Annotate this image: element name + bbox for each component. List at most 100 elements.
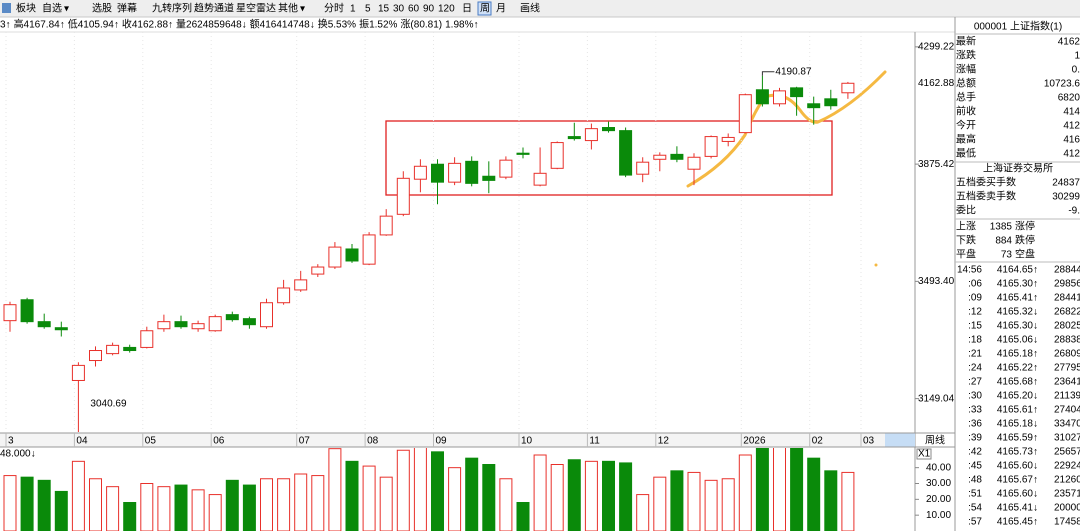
toolbar-item[interactable]: 星空雷达 xyxy=(236,2,276,15)
toolbar-item[interactable]: 九转序列 xyxy=(152,2,192,15)
trade-volume: 23571 xyxy=(1054,489,1080,500)
candle-body xyxy=(89,350,102,362)
trade-volume: 21260 xyxy=(1054,475,1080,486)
candle-body xyxy=(311,266,325,275)
toolbar-item[interactable]: 弹幕 xyxy=(117,2,137,15)
trade-volume: 33470 xyxy=(1054,419,1080,430)
info-item: 换5.53% xyxy=(318,18,356,31)
annotation-box xyxy=(385,120,833,196)
candle-body xyxy=(773,90,786,105)
toolbar-item[interactable]: 其他 xyxy=(278,2,298,15)
candle-body xyxy=(328,246,342,268)
volume-bar xyxy=(602,460,615,531)
candle-body xyxy=(3,304,17,322)
info-item: 振1.52% xyxy=(359,18,397,31)
toolbar-item[interactable]: 周 xyxy=(480,3,490,15)
candle-body xyxy=(482,175,496,181)
toolbar-item[interactable]: 板块 xyxy=(16,2,36,15)
toolbar-item[interactable]: 画线 xyxy=(520,2,540,15)
toolbar-item[interactable]: 分时 xyxy=(324,3,344,15)
trade-price: 4165.41↓ xyxy=(997,503,1038,514)
volume-bar xyxy=(431,451,444,531)
x-tick-label: 3 xyxy=(8,436,14,447)
volume-bar xyxy=(773,448,786,531)
toolbar-item[interactable]: 15 xyxy=(378,4,390,15)
drawn-dot xyxy=(874,263,878,267)
breadth-label: 平盘 xyxy=(956,248,976,261)
x-tick-label: 07 xyxy=(299,436,311,447)
candle-body xyxy=(362,234,376,265)
x-tick-label: 11 xyxy=(589,436,600,447)
dropdown-arrow[interactable]: ▾ xyxy=(64,4,69,15)
panel-title-bg xyxy=(956,18,1080,34)
trade-price: 4165.18↓ xyxy=(997,419,1038,430)
trade-time: :18 xyxy=(968,335,982,346)
toolbar-icon[interactable] xyxy=(2,3,11,13)
quote-label: 前收 xyxy=(956,105,976,118)
trade-volume: 28025 xyxy=(1054,321,1080,332)
volume-bar xyxy=(71,460,85,531)
quote-value: 6820 xyxy=(1058,93,1080,104)
breadth-suffix: 跌停 xyxy=(1015,234,1035,247)
toolbar-item[interactable]: 120 xyxy=(438,4,455,15)
x-tick-label: 04 xyxy=(76,436,88,447)
vol-tick-label: 30.00 xyxy=(926,478,951,489)
toolbar-item[interactable]: 1 xyxy=(350,4,356,15)
info-item: 收4162.88↑ xyxy=(122,18,173,31)
trade-time: :21 xyxy=(968,349,982,360)
dropdown-arrow[interactable]: ▾ xyxy=(300,4,305,15)
drawn-trend-line xyxy=(686,70,887,188)
candle-body xyxy=(260,302,273,328)
info-item: 3↑ xyxy=(0,20,11,31)
candle-body xyxy=(721,136,735,142)
trade-price: 4165.59↑ xyxy=(997,433,1038,444)
toolbar-item[interactable]: 30 xyxy=(393,4,405,15)
breadth-suffix: 空盘 xyxy=(1015,248,1035,261)
candle-body xyxy=(619,130,633,176)
candle-body xyxy=(755,89,769,105)
trade-time: :06 xyxy=(968,279,982,290)
candle-body xyxy=(602,127,615,132)
info-item: 涨(80.81) xyxy=(400,19,442,31)
toolbar-item[interactable]: 日 xyxy=(462,4,472,15)
toolbar-item[interactable]: 60 xyxy=(408,4,420,15)
panel-title: 000001 上证指数(1) xyxy=(974,20,1062,33)
volume-bar xyxy=(807,457,821,531)
trade-time: :39 xyxy=(968,433,982,444)
toolbar-item[interactable]: 趋势通道 xyxy=(194,2,234,15)
toolbar-item[interactable]: 选股 xyxy=(92,2,112,15)
active-period-box xyxy=(477,1,492,16)
toolbar-item[interactable]: 90 xyxy=(423,4,435,15)
breadth-value: 73 xyxy=(1001,250,1013,261)
candle-body xyxy=(413,165,427,180)
trade-price: 4165.67↑ xyxy=(997,475,1038,486)
candle-body xyxy=(670,153,684,160)
trade-time: :30 xyxy=(968,391,982,402)
volume-bar xyxy=(362,465,376,531)
trade-price: 4165.18↑ xyxy=(997,349,1038,360)
candle-body xyxy=(123,346,137,352)
date-row-bg xyxy=(0,433,915,447)
candle-body xyxy=(738,94,752,134)
date-row-highlight xyxy=(885,433,915,447)
vol-tick-label: 40.00 xyxy=(926,462,951,473)
breadth-value: 884 xyxy=(995,236,1012,247)
high-pointer xyxy=(761,71,775,76)
toolbar-item[interactable]: 5 xyxy=(365,4,371,15)
candle-body xyxy=(294,279,308,291)
volume-scale-label: X1 xyxy=(918,449,931,460)
trade-time: :24 xyxy=(968,363,982,374)
volume-bar xyxy=(140,483,154,531)
volume-bar xyxy=(738,454,752,531)
volume-header: 48.000↓ xyxy=(0,449,36,460)
order-value: -9. xyxy=(1068,206,1080,217)
toolbar-item[interactable]: 自选 xyxy=(42,2,62,15)
trade-price: 4165.60↓ xyxy=(997,461,1038,472)
quote-label: 今开 xyxy=(956,119,976,132)
toolbar-item[interactable]: 月 xyxy=(496,3,506,15)
quote-label: 最新 xyxy=(956,35,976,48)
quote-value: 412 xyxy=(1063,121,1080,132)
x-tick-label: 02 xyxy=(812,436,824,447)
volume-bar xyxy=(755,448,769,531)
volume-bar xyxy=(465,457,479,531)
